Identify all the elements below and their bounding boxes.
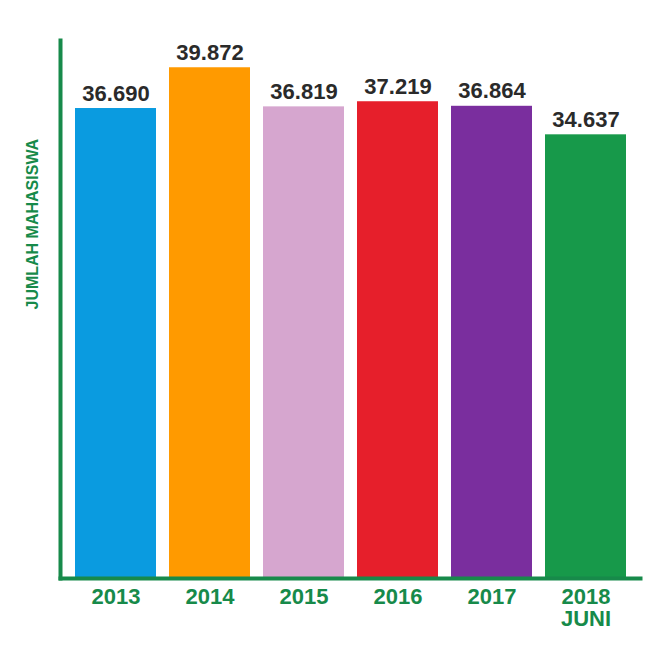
svg-text:JUMLAH MAHASISWA: JUMLAH MAHASISWA (24, 138, 41, 309)
svg-text:36.690: 36.690 (82, 81, 149, 106)
svg-text:2016: 2016 (374, 584, 423, 609)
svg-text:2017: 2017 (468, 584, 517, 609)
svg-text:37.219: 37.219 (364, 74, 431, 99)
svg-text:2014: 2014 (186, 584, 236, 609)
svg-text:36.864: 36.864 (458, 78, 526, 103)
svg-text:34.637: 34.637 (552, 107, 619, 132)
svg-text:39.872: 39.872 (176, 40, 243, 65)
svg-text:2018JUNI: 2018JUNI (561, 584, 611, 631)
svg-text:36.819: 36.819 (270, 79, 337, 104)
svg-text:2013: 2013 (92, 584, 141, 609)
svg-text:2015: 2015 (280, 584, 329, 609)
